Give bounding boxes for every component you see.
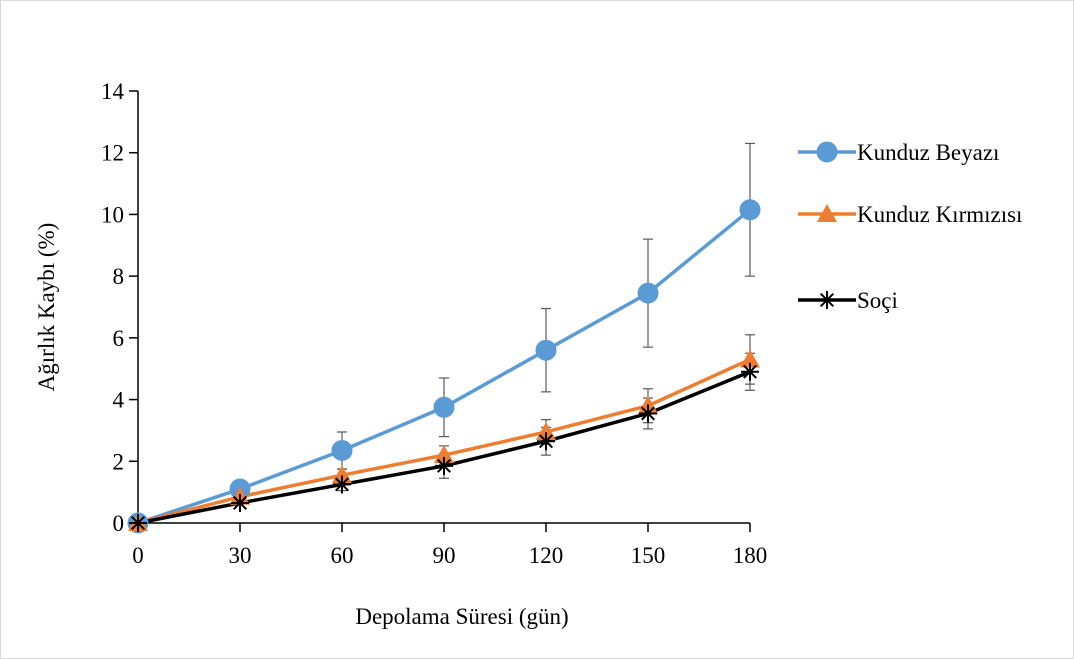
legend-item: Kunduz Beyazı (798, 140, 999, 165)
series-2-point (639, 404, 657, 423)
x-tick-label: 150 (631, 543, 666, 568)
y-axis-label: Ağırlık Kaybı (%) (34, 223, 59, 392)
series-2-point (537, 432, 555, 451)
series-2-point (435, 456, 453, 475)
series-markers (127, 199, 761, 534)
series-0-point (637, 282, 659, 304)
y-tick-label: 8 (113, 264, 125, 289)
series-1-point (434, 445, 454, 464)
y-tick-label: 2 (113, 449, 125, 474)
x-tick-label: 90 (433, 543, 456, 568)
series-0-point (331, 439, 353, 461)
y-tick-label: 12 (101, 141, 124, 166)
legend-marker (817, 204, 837, 222)
x-tick-label: 60 (331, 543, 354, 568)
legend-label: Soçi (857, 288, 898, 313)
legend-item: Soçi (798, 288, 898, 313)
series-0-point (739, 199, 761, 221)
legend-marker (818, 291, 836, 309)
axes: 0 2 4 6 8 10 12 14 0 30 60 90 120 150 180 (101, 79, 767, 568)
y-tick-label: 6 (113, 326, 125, 351)
legend: Kunduz Beyazı Kunduz Kırmızısı Soçi (798, 140, 1022, 313)
series-2-point (231, 493, 249, 512)
series-0-point (433, 396, 455, 418)
series-2-point (333, 475, 351, 494)
series-2-point (741, 362, 759, 381)
series-2-point (129, 514, 147, 532)
y-tick-label: 10 (101, 202, 124, 227)
series-0-point (535, 339, 557, 361)
x-tick-label: 30 (229, 543, 252, 568)
legend-item: Kunduz Kırmızısı (798, 202, 1022, 227)
y-tick-label: 4 (113, 388, 125, 413)
series-1-point (740, 349, 760, 368)
legend-marker (816, 141, 838, 163)
legend-label: Kunduz Beyazı (857, 140, 999, 165)
x-tick-label: 0 (132, 543, 144, 568)
y-tick-label: 0 (113, 511, 125, 536)
x-tick-label: 120 (529, 543, 564, 568)
legend-label: Kunduz Kırmızısı (857, 202, 1022, 227)
x-tick-label: 180 (733, 543, 768, 568)
y-tick-label: 14 (101, 79, 125, 104)
x-axis-label: Depolama Süresi (gün) (355, 604, 568, 629)
